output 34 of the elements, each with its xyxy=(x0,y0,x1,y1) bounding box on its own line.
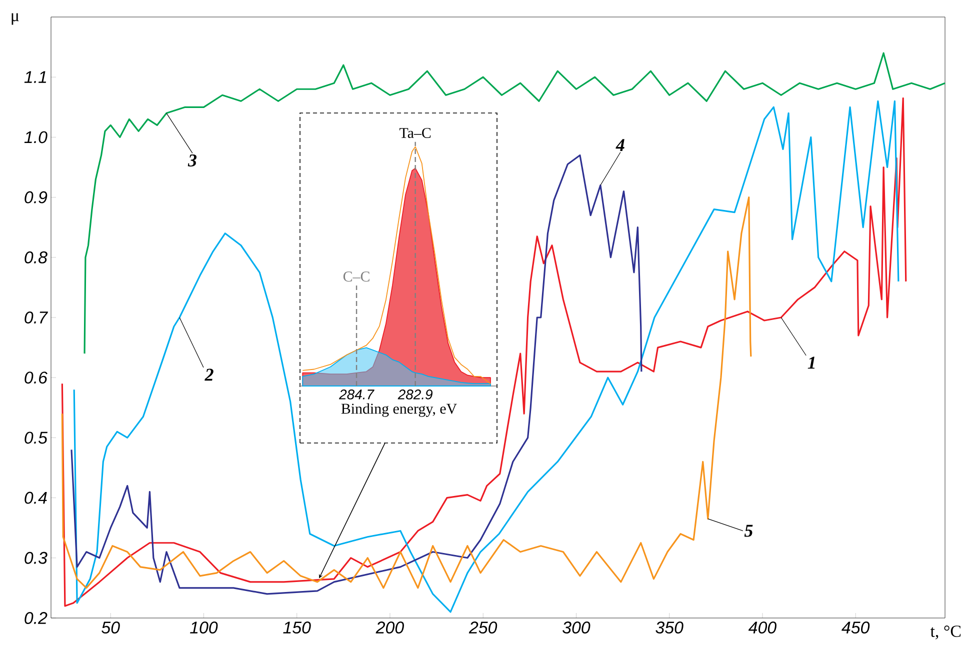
x-tick-label: 100 xyxy=(190,622,218,634)
text: 5 xyxy=(744,524,753,537)
y-tick-label: 0.7 xyxy=(24,312,48,324)
x-tick-label: 200 xyxy=(376,622,404,634)
y-tick-label: 0.5 xyxy=(24,432,48,444)
y-tick-label: 1.1 xyxy=(24,71,46,83)
y-tick-label: 0.2 xyxy=(24,612,48,624)
y-tick-label: 1.0 xyxy=(24,131,48,144)
text: 2 xyxy=(204,368,214,381)
x-tick-label: 150 xyxy=(283,622,311,634)
x-tick-label: 450 xyxy=(842,622,870,634)
x-tick-label: 300 xyxy=(562,622,590,634)
text: 1 xyxy=(808,356,815,369)
y-tick-label: 0.9 xyxy=(24,191,48,204)
y-tick-label: 0.8 xyxy=(24,251,48,264)
x-tick-label: 350 xyxy=(656,622,684,634)
line-series xyxy=(61,196,752,589)
line-series xyxy=(84,52,946,354)
text: 3 xyxy=(188,154,196,166)
ref-line-label: C–C xyxy=(343,272,370,282)
text: 4 xyxy=(616,139,624,151)
ref-line-label: Ta–C xyxy=(400,128,431,138)
line-series xyxy=(70,154,642,595)
y-axis-title: μ xyxy=(12,13,19,25)
x-axis-title: t, °C xyxy=(930,626,961,640)
y-tick-label: 0.6 xyxy=(24,372,48,384)
x-tick-label: 50 xyxy=(102,622,120,634)
x-tick-label: 400 xyxy=(748,622,776,634)
y-tick-label: 0.3 xyxy=(24,552,48,564)
x-tick-label: 282.9 xyxy=(398,390,432,400)
y-tick-label: 0.4 xyxy=(24,492,47,504)
x-tick-label: 284.7 xyxy=(339,390,374,400)
x-axis-title: Binding energy, eV xyxy=(341,403,457,417)
x-tick-label: 250 xyxy=(468,622,498,634)
